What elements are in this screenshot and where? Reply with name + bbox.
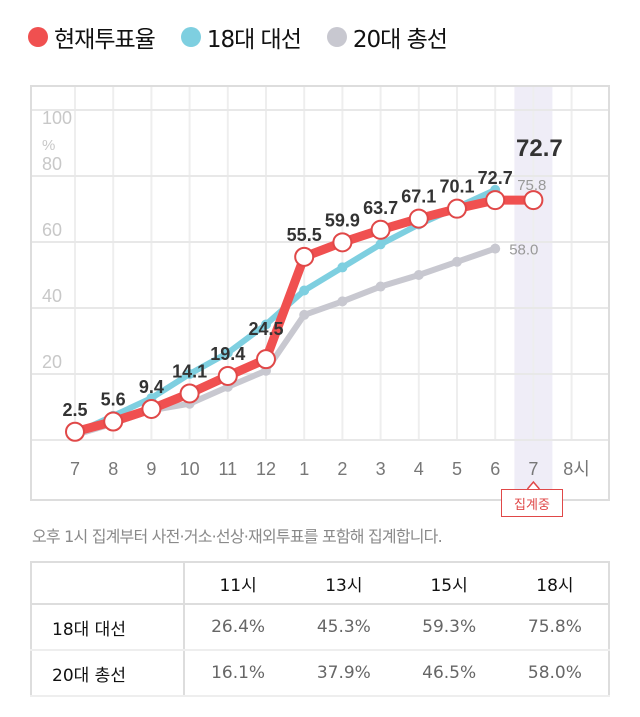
data-point	[299, 285, 310, 296]
x-tick-label: 5	[452, 459, 462, 479]
data-point	[408, 208, 429, 229]
data-point	[485, 190, 506, 211]
comparison-table: 11시 13시 15시 18시 18대 대선 26.4% 45.3% 59.3%…	[30, 561, 610, 697]
x-tick-label: 12	[256, 459, 276, 479]
chart-frame	[30, 85, 610, 501]
data-point	[413, 270, 424, 280]
data-label: 55.5	[287, 225, 322, 245]
x-tick-label: 8시	[563, 459, 590, 479]
table-cell: 16.1%	[184, 650, 292, 697]
table-header: 13시	[291, 562, 397, 605]
data-label: 59.9	[325, 210, 360, 230]
table-header-row: 11시 13시 15시 18시	[31, 562, 609, 605]
legend-item-20th: 20대 총선	[326, 20, 448, 54]
data-label: 70.1	[439, 177, 474, 197]
data-point	[523, 190, 544, 211]
x-tick-label: 7	[70, 459, 80, 479]
row-label: 18대 대선	[31, 604, 185, 651]
data-point	[370, 219, 391, 240]
data-point	[337, 296, 348, 307]
data-label: 67.1	[401, 187, 436, 207]
y-unit-label: %	[42, 137, 55, 154]
data-label: 2.5	[62, 400, 87, 420]
data-label: 72.7	[516, 135, 563, 162]
x-tick-label: 7	[528, 459, 538, 479]
gray-dot-icon	[326, 27, 347, 47]
table-cell: 46.5%	[396, 650, 502, 697]
data-point	[103, 411, 124, 432]
data-label: 14.1	[172, 361, 207, 381]
x-tick-label: 10	[180, 459, 200, 479]
y-tick-label: 20	[42, 352, 62, 372]
end-value-label: 58.0	[509, 242, 538, 259]
data-label: 19.4	[210, 344, 245, 364]
table-cell: 26.4%	[184, 604, 292, 651]
y-tick-label: 80	[42, 154, 62, 174]
data-point	[217, 365, 238, 386]
table-cell: 58.0%	[501, 650, 609, 697]
data-point	[375, 239, 386, 250]
x-tick-label: 8	[108, 459, 118, 479]
data-point	[141, 398, 162, 419]
table-cell: 59.3%	[396, 604, 502, 651]
data-label: 63.7	[363, 198, 398, 218]
x-tick-label: 1	[299, 459, 309, 479]
table-cell: 37.9%	[291, 650, 397, 697]
table-corner	[31, 562, 185, 605]
red-dot-icon	[28, 27, 48, 47]
data-label: 72.7	[478, 168, 513, 188]
legend: 현재투표율 18대 대선 20대 총선	[28, 20, 448, 54]
x-tick-label: 4	[414, 459, 424, 479]
data-point	[184, 369, 195, 379]
legend-label: 20대 총선	[352, 27, 448, 53]
data-point	[375, 281, 386, 292]
legend-item-18th: 18대 대선	[180, 20, 302, 54]
legend-label: 18대 대선	[206, 27, 302, 53]
legend-item-current: 현재투표율	[28, 20, 156, 54]
data-point	[179, 383, 200, 404]
legend-label: 현재투표율	[54, 27, 156, 53]
y-tick-label: 40	[42, 286, 62, 306]
caption: 오후 1시 집계부터 사전·거소·선상·재외투표를 포함해 집계합니다.	[32, 527, 443, 546]
data-point	[337, 262, 348, 273]
row-label: 20대 총선	[31, 650, 185, 697]
y-tick-label: 60	[42, 220, 62, 240]
end-value-label: 75.8	[517, 177, 546, 194]
data-point	[261, 319, 271, 330]
table-header: 11시	[184, 562, 292, 605]
x-tick-label: 2	[337, 459, 347, 479]
counting-badge: 집계중	[501, 489, 563, 517]
data-label: 5.6	[101, 390, 126, 410]
table-header: 15시	[396, 562, 502, 605]
data-point	[447, 198, 467, 219]
blue-dot-icon	[180, 27, 201, 47]
data-point	[332, 232, 353, 253]
data-point	[222, 347, 233, 358]
table-header: 18시	[501, 562, 609, 605]
badge-pointer	[526, 480, 540, 490]
x-tick-label: 11	[218, 459, 237, 479]
table-row: 20대 총선 16.1% 37.9% 46.5% 58.0%	[31, 650, 609, 697]
table-cell: 45.3%	[291, 604, 397, 651]
data-point	[299, 309, 310, 320]
table-cell: 75.8%	[501, 604, 609, 651]
data-label: 24.5	[248, 319, 283, 339]
x-tick-label: 3	[376, 459, 386, 479]
x-tick-label: 9	[146, 459, 156, 479]
data-point	[256, 349, 276, 370]
data-point	[294, 246, 315, 267]
data-label: 9.4	[139, 377, 164, 397]
data-point	[490, 243, 501, 254]
data-point	[65, 421, 85, 442]
x-tick-label: 6	[490, 459, 500, 479]
table-row: 18대 대선 26.4% 45.3% 59.3% 75.8%	[31, 604, 609, 651]
y-tick-label: 100	[42, 108, 72, 128]
data-point	[452, 256, 462, 267]
